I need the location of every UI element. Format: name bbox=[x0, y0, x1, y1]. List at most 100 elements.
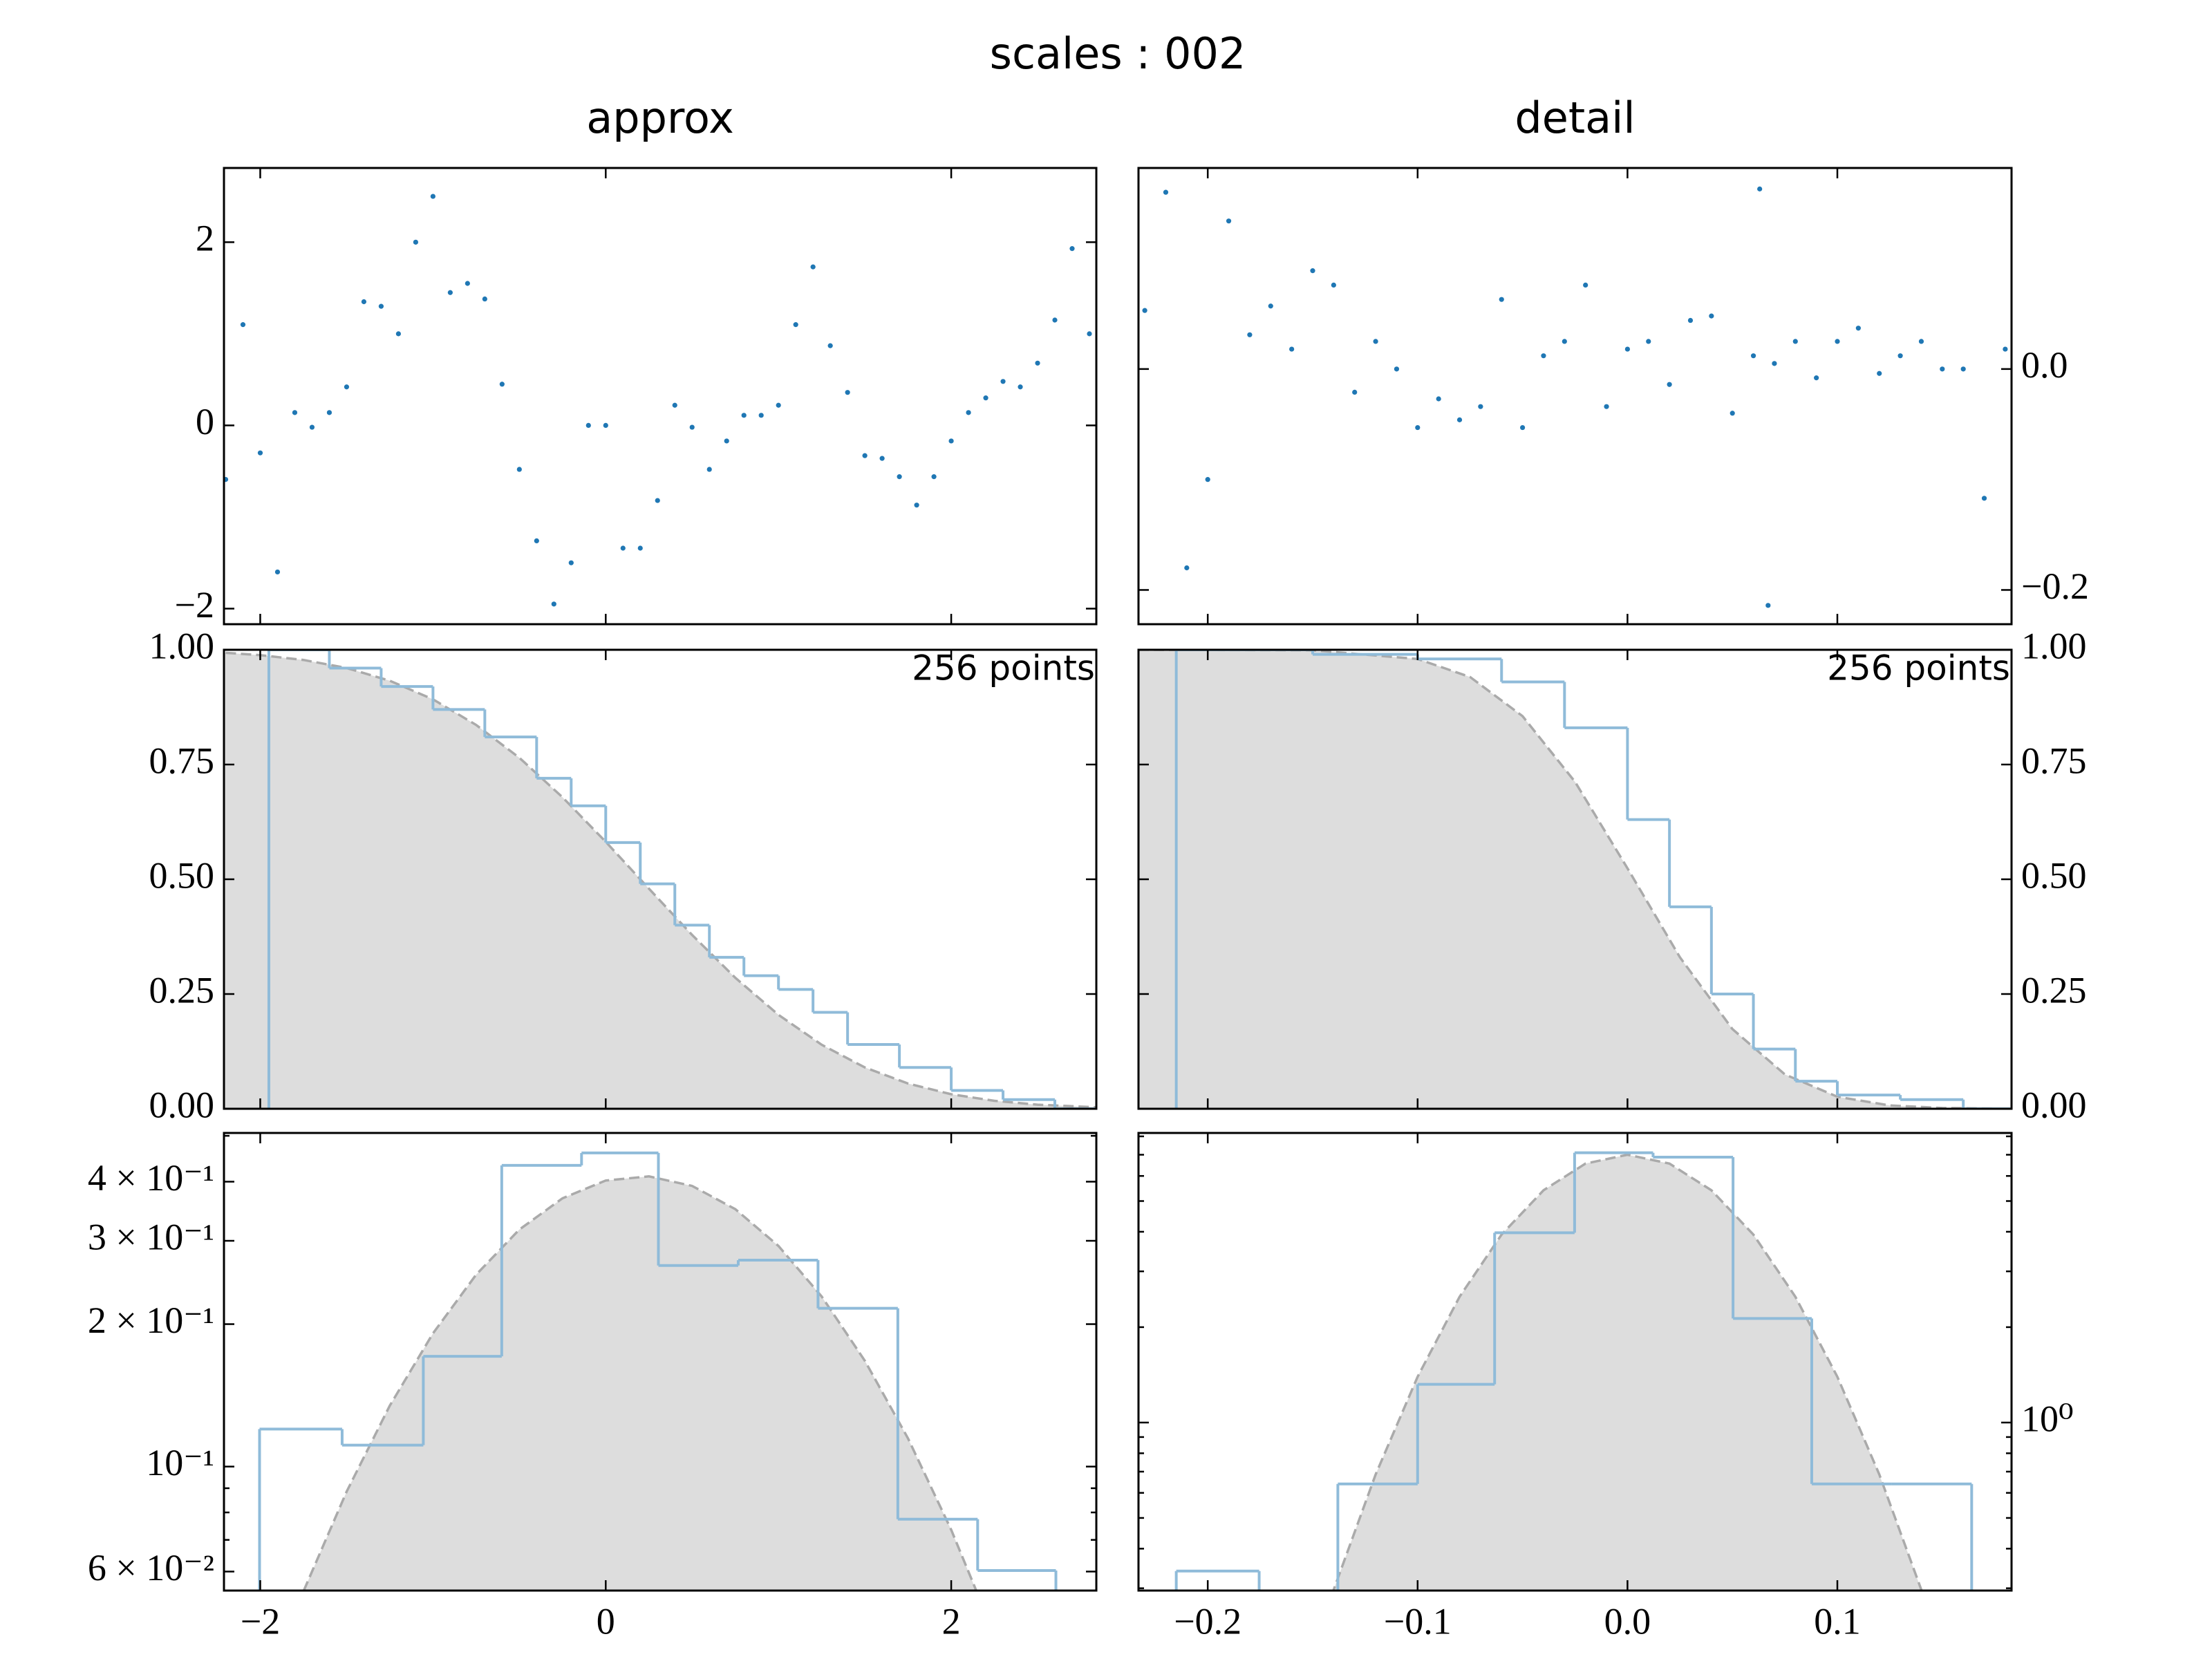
panel: −0.2 −0.1 0.0 0.1 10⁰ bbox=[1137, 1132, 2074, 1642]
point bbox=[361, 299, 367, 305]
point bbox=[1814, 375, 1819, 381]
point bbox=[1646, 339, 1651, 344]
point bbox=[447, 290, 453, 295]
point bbox=[1052, 317, 1058, 323]
point bbox=[1247, 332, 1253, 337]
point bbox=[637, 545, 643, 551]
y-tick-label: 3 × 10⁻¹ bbox=[88, 1216, 214, 1257]
point bbox=[620, 545, 626, 551]
point bbox=[862, 453, 868, 458]
y-tick-label: −0.2 bbox=[2021, 565, 2089, 607]
model-curve bbox=[225, 651, 1096, 1109]
point bbox=[2003, 346, 2008, 352]
point bbox=[378, 303, 384, 309]
point bbox=[1331, 282, 1336, 288]
point bbox=[534, 538, 539, 543]
panel: detail −0.2 0.0 bbox=[1137, 93, 2089, 626]
x-tick-label: −0.1 bbox=[1384, 1600, 1452, 1642]
x-tick-label: 0.1 bbox=[1814, 1600, 1861, 1642]
point bbox=[1226, 218, 1232, 224]
point bbox=[724, 438, 729, 444]
point bbox=[1142, 308, 1147, 313]
point bbox=[1415, 424, 1421, 431]
panel-title: detail bbox=[1515, 93, 1635, 143]
point bbox=[292, 410, 298, 415]
y-tick-label: 2 bbox=[196, 218, 214, 259]
axes-frame bbox=[1137, 1132, 2013, 1592]
figure-title: scales : 002 bbox=[990, 28, 1246, 79]
point bbox=[1087, 331, 1092, 337]
y-tick-label: 0.75 bbox=[2021, 740, 2087, 781]
model-curve bbox=[1138, 650, 2012, 1109]
point bbox=[1960, 366, 1966, 372]
point bbox=[1456, 417, 1463, 422]
axes-frame bbox=[1137, 167, 2013, 626]
point bbox=[1000, 379, 1006, 384]
point bbox=[1562, 339, 1567, 344]
point bbox=[879, 456, 885, 461]
y-tick-label: 0.00 bbox=[149, 1084, 215, 1125]
panel-title: approx bbox=[586, 93, 734, 143]
y-tick-label: 0.75 bbox=[149, 740, 215, 781]
point bbox=[1268, 303, 1273, 309]
point bbox=[274, 569, 281, 575]
y-tick-label: 0 bbox=[196, 401, 214, 442]
point bbox=[1289, 346, 1295, 352]
plot-area bbox=[1174, 1151, 1974, 1591]
point bbox=[413, 239, 418, 245]
y-tick-label: 4 × 10⁻¹ bbox=[88, 1157, 214, 1199]
point bbox=[430, 194, 435, 199]
point bbox=[1981, 496, 1987, 501]
point bbox=[776, 402, 781, 408]
point bbox=[1877, 371, 1882, 376]
y-tick-label: 0.50 bbox=[2021, 854, 2087, 896]
point bbox=[1583, 282, 1588, 288]
y-tick-label: 1.00 bbox=[2021, 625, 2087, 666]
model-fill bbox=[1138, 650, 2012, 1109]
point bbox=[948, 438, 954, 444]
y-tick-label: 1.00 bbox=[149, 625, 215, 666]
y-tick-label: 6 × 10⁻² bbox=[88, 1547, 214, 1588]
point bbox=[706, 467, 712, 472]
point bbox=[1499, 297, 1504, 302]
y-tick-label: −2 bbox=[175, 584, 214, 626]
point bbox=[499, 382, 505, 387]
y-tick-label: 10⁻¹ bbox=[146, 1442, 214, 1483]
point bbox=[603, 422, 608, 429]
point bbox=[1750, 353, 1756, 359]
point bbox=[689, 424, 695, 430]
point bbox=[1855, 326, 1861, 331]
model-fill bbox=[1333, 1154, 1922, 1591]
point bbox=[551, 601, 556, 607]
point bbox=[845, 390, 850, 395]
point bbox=[1792, 339, 1798, 344]
point bbox=[1035, 360, 1040, 366]
y-tick-label: 10⁰ bbox=[2021, 1398, 2074, 1439]
panel: 0.00 0.25 0.50 0.75 1.00 256 points bbox=[149, 625, 1098, 1125]
y-tick-label: 0.50 bbox=[149, 854, 215, 896]
point bbox=[758, 413, 764, 418]
point bbox=[810, 264, 816, 270]
y-tick-label: 0.25 bbox=[2021, 969, 2087, 1011]
model-fill bbox=[224, 653, 1096, 1109]
point bbox=[309, 424, 315, 430]
point bbox=[482, 296, 487, 302]
x-tick-label: −0.2 bbox=[1174, 1600, 1241, 1642]
point bbox=[1730, 411, 1735, 416]
panel: −2 0 2 6 × 10⁻² 10⁻¹ 2 × 10⁻¹ 3 × 10⁻¹ 4 × 10⁻¹ bbox=[88, 1132, 1098, 1642]
point bbox=[1478, 404, 1483, 409]
point bbox=[1069, 246, 1075, 252]
point bbox=[1373, 339, 1378, 344]
plot-area bbox=[224, 650, 1096, 1109]
y-tick-label: 0.00 bbox=[2021, 1084, 2087, 1125]
point bbox=[1436, 396, 1441, 402]
y-tick-label: 0.25 bbox=[149, 969, 215, 1011]
point bbox=[257, 450, 263, 456]
y-tick-label: 0.0 bbox=[2021, 344, 2068, 386]
point bbox=[793, 322, 798, 328]
point bbox=[914, 503, 919, 508]
point bbox=[827, 343, 833, 348]
point bbox=[465, 281, 470, 286]
x-tick-label: 0 bbox=[597, 1600, 615, 1642]
